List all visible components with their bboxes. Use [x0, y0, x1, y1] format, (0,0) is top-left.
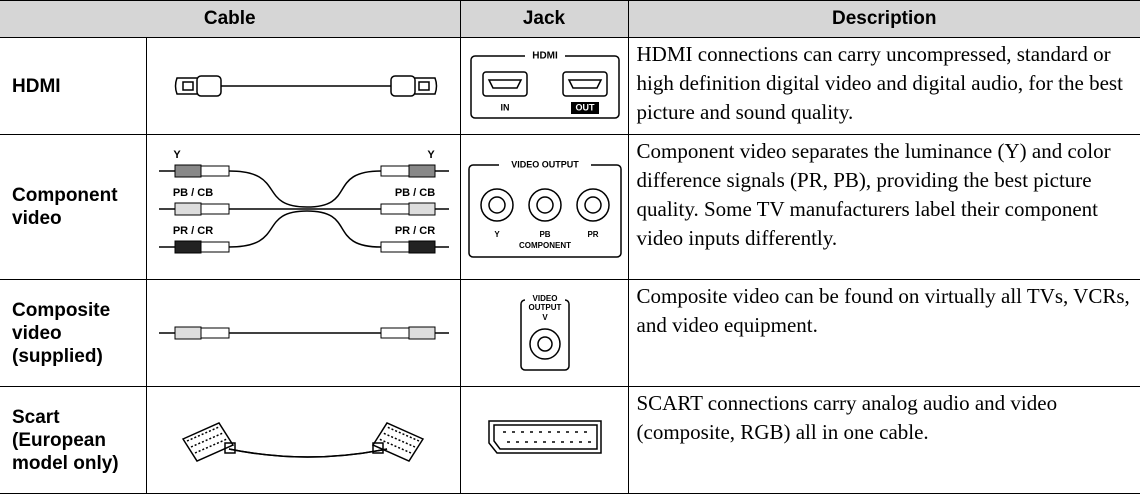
plugs — [158, 164, 449, 254]
jack-label: OUTPUT — [528, 303, 561, 312]
composite-jack: VIDEO OUTPUT V — [519, 294, 570, 371]
scart-cable — [181, 422, 424, 462]
header-row: Cable Jack Description — [0, 0, 1140, 38]
cable-name: Component video — [0, 134, 147, 280]
row: Component video Y PB / CB PR / CR Y P — [0, 134, 1140, 280]
cable-label: PR / CR — [172, 225, 212, 237]
row: Scart (European model only) SCART connec — [0, 386, 1140, 494]
cable-cell: Y PB / CB PR / CR Y PB / CB PR / CR — [145, 134, 461, 280]
cable-cell — [145, 37, 461, 135]
cable-name: Scart (European model only) — [0, 386, 147, 494]
component-jack: VIDEO OUTPUT Y PB PR COMPONENT — [467, 158, 622, 258]
cable-label: PR / CR — [394, 225, 434, 237]
jack-cell: VIDEO OUTPUT Y PB PR COMPONENT — [459, 134, 629, 280]
composite-cable — [158, 326, 449, 340]
jack-label: V — [542, 313, 548, 322]
jack-label: COMPONENT — [519, 241, 571, 250]
jack-cell — [459, 386, 629, 494]
cable-label: Y — [427, 149, 435, 161]
header-cell: Description — [627, 0, 1140, 38]
jack-label: VIDEO OUTPUT — [511, 159, 579, 169]
hdmi-jack: HDMI IN OUT — [469, 49, 620, 119]
jack-label: Y — [494, 230, 500, 239]
hdmi-cable — [174, 75, 437, 97]
cable-name: HDMI — [0, 37, 147, 135]
component-cable: Y PB / CB PR / CR Y PB / CB PR / CR — [158, 149, 449, 254]
jack-cell: VIDEO OUTPUT V — [459, 279, 629, 387]
cable-name: Composite video (supplied) — [0, 279, 147, 387]
cable-cell — [145, 386, 461, 494]
description: SCART connections carry analog audio and… — [627, 386, 1140, 494]
jack-label: HDMI — [532, 51, 558, 62]
description: Composite video can be found on virtuall… — [627, 279, 1140, 387]
jack-label: VIDEO — [532, 294, 557, 303]
cable-cell — [145, 279, 461, 387]
jack-label: PR — [587, 230, 598, 239]
header-cell: Cable — [0, 0, 461, 38]
jack-label: IN — [500, 102, 509, 112]
cable-label: PB / CB — [172, 187, 212, 199]
description: Component video separates the luminance … — [627, 134, 1140, 280]
cable-label: Y — [173, 149, 181, 161]
cable-label: PB / CB — [394, 187, 434, 199]
jack-cell: HDMI IN OUT — [459, 37, 629, 135]
row: HDMI HDMI IN O — [0, 37, 1140, 135]
scart-jack — [487, 420, 602, 454]
description: HDMI connections can carry uncompressed,… — [627, 37, 1140, 135]
header-cell: Jack — [459, 0, 629, 38]
jack-label: PB — [539, 230, 550, 239]
row: Composite video (supplied) VIDEO OUTPUT … — [0, 279, 1140, 387]
jack-label: OUT — [575, 102, 595, 112]
